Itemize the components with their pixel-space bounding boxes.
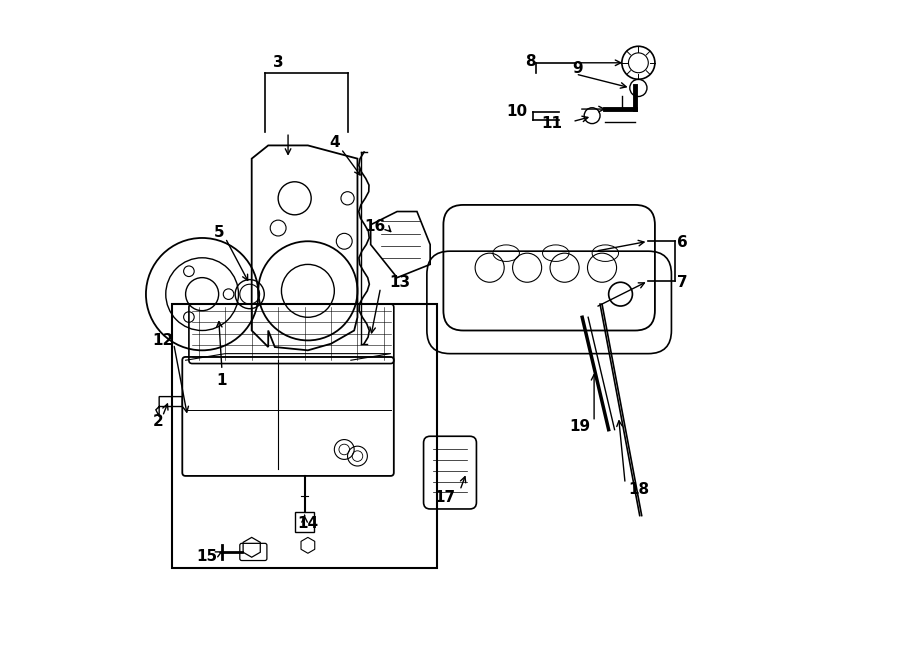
Text: 9: 9 — [572, 61, 583, 75]
Text: 1: 1 — [217, 373, 227, 387]
Text: 4: 4 — [329, 135, 339, 149]
Text: 8: 8 — [526, 54, 536, 69]
Text: 13: 13 — [389, 276, 410, 290]
Text: 5: 5 — [213, 225, 224, 240]
Text: 16: 16 — [364, 219, 386, 233]
Text: 19: 19 — [570, 419, 590, 434]
Text: 10: 10 — [506, 104, 527, 118]
Bar — [173, 304, 436, 568]
Text: 7: 7 — [678, 275, 688, 290]
Text: 17: 17 — [434, 490, 455, 504]
Text: 15: 15 — [196, 549, 217, 564]
Text: 2: 2 — [152, 414, 163, 429]
Text: 14: 14 — [297, 516, 319, 531]
Text: 18: 18 — [628, 482, 650, 496]
Text: 11: 11 — [542, 116, 562, 131]
Text: 12: 12 — [152, 333, 174, 348]
Text: 3: 3 — [273, 56, 284, 70]
Text: 6: 6 — [678, 235, 688, 250]
